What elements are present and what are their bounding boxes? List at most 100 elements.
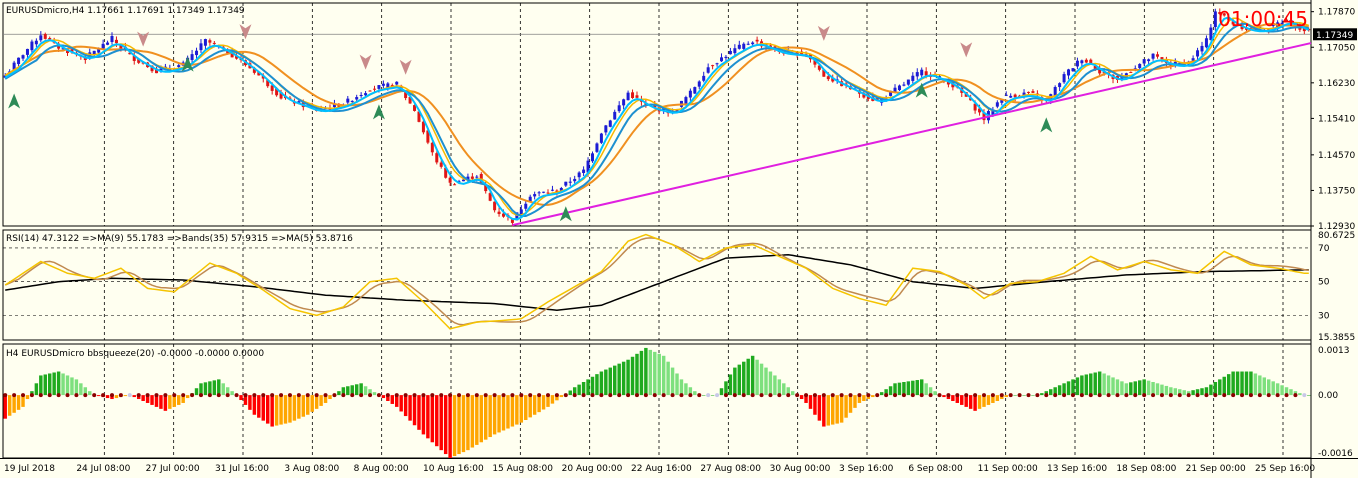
squeeze-dot (608, 393, 613, 398)
price-tick-label: 1.17870 (1318, 8, 1355, 18)
squeeze-bar-negative (323, 395, 328, 403)
squeeze-bar-negative (546, 395, 550, 407)
squeeze-bar-positive (88, 391, 92, 396)
squeeze-bar-negative (479, 395, 483, 443)
squeeze-bar-positive (737, 364, 742, 396)
squeeze-bar-positive (39, 375, 43, 396)
squeeze-bar-positive (1280, 385, 1284, 396)
price-pane (3, 8, 1312, 227)
bear-candle (1285, 19, 1289, 22)
squeeze-dot (465, 393, 470, 398)
squeeze-bar-negative (159, 395, 163, 409)
bull-candle (515, 212, 519, 221)
squeeze-bar-negative (506, 395, 510, 429)
squeeze-bar-positive (1275, 383, 1280, 396)
squeeze-bar-positive (1075, 377, 1080, 396)
squeeze-dot (1124, 393, 1129, 398)
squeeze-bar-negative (421, 395, 426, 435)
bull-candle (906, 79, 910, 85)
buy-arrow-icon (372, 104, 385, 120)
squeeze-bar-positive (750, 355, 755, 396)
bear-candle (755, 39, 759, 42)
squeeze-bar-positive (613, 365, 617, 396)
bull-candle (395, 81, 399, 85)
ma-cyan-line (4, 16, 1310, 221)
bull-candle (61, 48, 65, 50)
bull-candle (915, 72, 919, 77)
squeeze-bar-negative (386, 395, 390, 401)
squeeze-dot (448, 393, 453, 398)
squeeze-bar-positive (728, 374, 733, 396)
squeeze-dot (3, 393, 8, 398)
time-tick-label: 24 Jul 08:00 (76, 464, 130, 474)
squeeze-bar-negative (955, 395, 960, 403)
squeeze-bar-positive (684, 383, 688, 396)
time-tick-label: 11 Sep 00:00 (978, 464, 1038, 474)
pane-frame-2 (2, 343, 1312, 459)
buy-arrow-icon (915, 82, 928, 98)
squeeze-dot (759, 393, 764, 398)
squeeze-dot (964, 393, 969, 398)
squeeze-dot (483, 393, 488, 398)
squeeze-bar-negative (492, 395, 497, 435)
sell-arrow-icon (137, 31, 150, 47)
squeeze-bar-negative (515, 395, 519, 425)
bear-candle (261, 75, 265, 79)
squeeze-dot (1222, 393, 1227, 398)
bear-candle (1031, 91, 1035, 93)
squeeze-dot (412, 393, 417, 398)
squeeze-bar-positive (372, 392, 377, 396)
bull-candle (599, 133, 603, 143)
bull-candle (92, 50, 96, 55)
bull-candle (1289, 20, 1293, 22)
squeeze-bar-negative (306, 395, 310, 415)
squeeze-bar-positive (1142, 379, 1146, 396)
squeeze-bar-positive (1298, 393, 1302, 396)
squeeze-bar-negative (412, 395, 417, 426)
squeeze-bar-negative (550, 395, 555, 404)
squeeze-bar-negative (399, 395, 403, 412)
squeeze-bar-negative (470, 395, 475, 448)
squeeze-bar-negative (528, 395, 532, 418)
squeeze-bar-negative (430, 395, 435, 443)
squeeze-bar-negative (808, 395, 813, 409)
squeeze-bar-positive (1093, 372, 1097, 396)
squeeze-dot (973, 393, 978, 398)
bear-candle (546, 192, 550, 194)
bull-candle (17, 57, 21, 65)
squeeze-bar-positive (1111, 377, 1115, 396)
squeeze-dot (812, 393, 817, 398)
squeeze-bar-negative (7, 395, 12, 416)
squeeze-bar-negative (435, 395, 439, 447)
squeeze-dot (1275, 393, 1280, 398)
squeeze-dot (1284, 393, 1289, 398)
squeeze-dot (385, 393, 390, 398)
squeeze-bar-negative (541, 395, 546, 410)
squeeze-bar-positive (1040, 393, 1044, 396)
squeeze-bar-negative (497, 395, 501, 433)
squeeze-bar-positive (724, 381, 728, 396)
squeeze-bar-positive (648, 349, 653, 396)
squeeze-tick-label: -0.0016 (1318, 449, 1353, 459)
bear-candle (493, 201, 497, 211)
squeeze-dot (732, 393, 737, 398)
squeeze-bar-positive (1071, 379, 1075, 396)
squeeze-bar-positive (337, 391, 341, 396)
squeeze-bar-positive (906, 381, 911, 396)
bull-candle (1004, 94, 1008, 96)
squeeze-bar-negative (968, 395, 973, 409)
squeeze-dot (866, 393, 871, 398)
time-tick-label: 15 Aug 08:00 (492, 464, 553, 474)
bull-candle (693, 87, 697, 94)
squeeze-bar-positive (1218, 379, 1222, 396)
squeeze-bar-negative (185, 395, 190, 399)
bull-candle (21, 55, 25, 59)
squeeze-bar-positive (919, 379, 924, 396)
squeeze-bar-positive (1182, 390, 1186, 396)
squeeze-bar-positive (617, 363, 621, 396)
squeeze-bar-positive (1249, 371, 1253, 396)
bull-candle (1196, 50, 1200, 57)
bear-candle (813, 60, 817, 65)
